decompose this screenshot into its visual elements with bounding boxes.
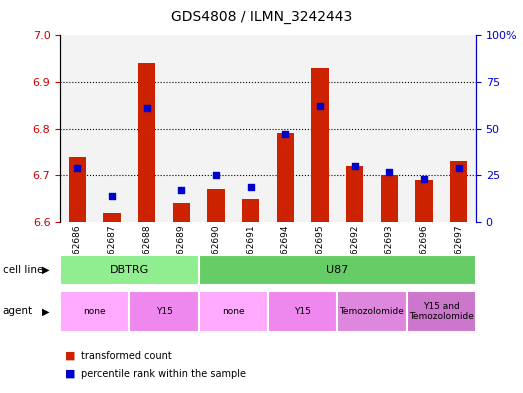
Bar: [233, 35, 268, 222]
Text: ▶: ▶: [42, 265, 50, 275]
Bar: [381, 175, 398, 222]
Text: U87: U87: [326, 265, 348, 275]
Point: [177, 187, 186, 193]
Text: ■: ■: [65, 351, 76, 361]
Bar: [208, 189, 225, 222]
Point: [350, 163, 359, 169]
Bar: [407, 35, 441, 222]
Bar: [277, 133, 294, 222]
Text: percentile rank within the sample: percentile rank within the sample: [81, 369, 246, 379]
Bar: [450, 162, 467, 222]
Text: Y15: Y15: [294, 307, 311, 316]
Text: agent: agent: [3, 307, 33, 316]
Bar: [69, 157, 86, 222]
Bar: [173, 204, 190, 222]
Bar: [268, 35, 303, 222]
Bar: [60, 35, 95, 222]
Bar: [104, 213, 121, 222]
Text: ▶: ▶: [42, 307, 50, 316]
Bar: [415, 180, 433, 222]
Text: GDS4808 / ILMN_3242443: GDS4808 / ILMN_3242443: [171, 10, 352, 24]
Bar: [303, 35, 337, 222]
Bar: [311, 68, 328, 222]
Bar: [95, 35, 129, 222]
Point: [316, 103, 324, 110]
Point: [108, 193, 116, 199]
Bar: [164, 35, 199, 222]
Text: ■: ■: [65, 369, 76, 379]
Text: Temozolomide: Temozolomide: [339, 307, 404, 316]
Text: cell line: cell line: [3, 265, 43, 275]
Bar: [138, 63, 155, 222]
Point: [454, 165, 463, 171]
Text: transformed count: transformed count: [81, 351, 172, 361]
Bar: [129, 35, 164, 222]
Text: Y15: Y15: [156, 307, 173, 316]
Point: [212, 172, 220, 178]
Point: [143, 105, 151, 111]
Text: none: none: [222, 307, 245, 316]
Point: [281, 131, 290, 138]
Bar: [337, 35, 372, 222]
Point: [73, 165, 82, 171]
Text: DBTRG: DBTRG: [110, 265, 149, 275]
Point: [385, 169, 393, 175]
Point: [246, 184, 255, 190]
Text: Y15 and
Temozolomide: Y15 and Temozolomide: [409, 302, 474, 321]
Bar: [199, 35, 233, 222]
Point: [420, 176, 428, 182]
Bar: [346, 166, 363, 222]
Bar: [441, 35, 476, 222]
Text: none: none: [84, 307, 106, 316]
Bar: [242, 199, 259, 222]
Bar: [372, 35, 407, 222]
